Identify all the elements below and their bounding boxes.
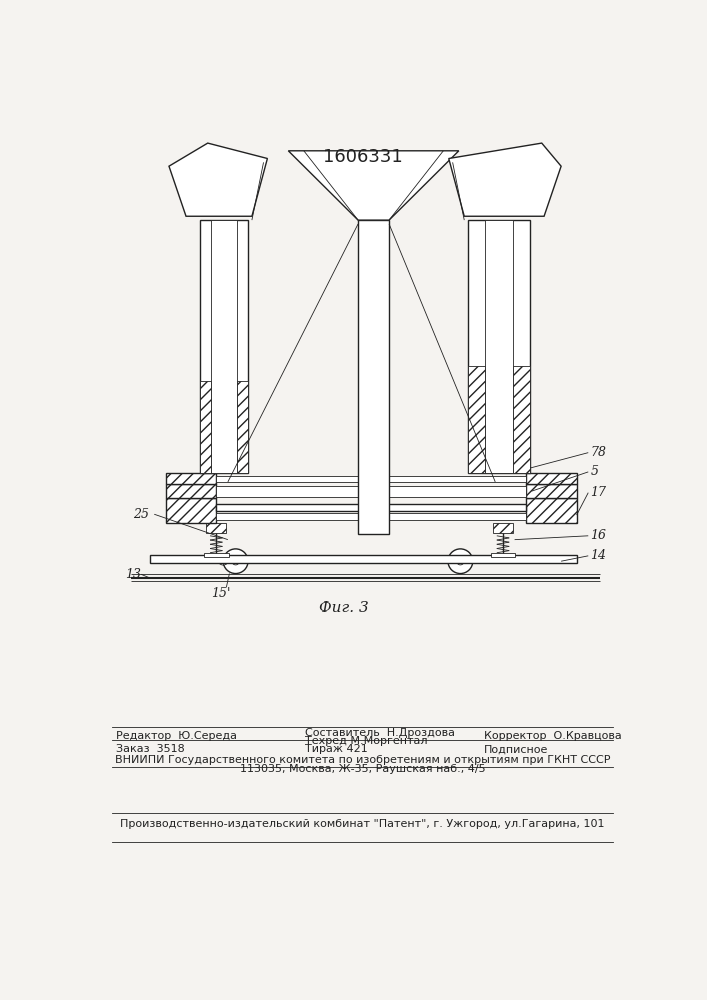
Bar [358,220,389,534]
Text: 5: 5 [590,465,599,478]
Text: Заказ  3518: Заказ 3518 [115,744,185,754]
Text: 25: 25 [134,508,149,521]
Bar [493,523,513,533]
Bar [211,220,237,473]
Bar [468,366,485,473]
Text: 1606331: 1606331 [323,148,402,166]
Text: Тираж 421: Тираж 421 [305,744,368,754]
Text: Производственно-издательский комбинат "Патент", г. Ужгород, ул.Гагарина, 101: Производственно-издательский комбинат "П… [120,819,605,829]
Text: 78: 78 [590,446,607,459]
Bar [216,504,526,511]
Bar [468,220,530,473]
Text: 15': 15' [211,587,230,600]
Bar [513,366,530,473]
Text: Подписное: Подписное [484,744,548,754]
Bar [204,553,228,557]
Bar [526,484,577,498]
Bar [200,220,248,473]
Circle shape [218,554,228,565]
Bar [206,523,226,533]
Bar [485,220,513,473]
Polygon shape [449,143,561,216]
Text: ВНИИПИ Государственного комитета по изобретениям и открытиям при ГКНТ СССР: ВНИИПИ Государственного комитета по изоб… [115,755,610,765]
Text: 16: 16 [590,529,607,542]
Bar [216,486,526,497]
Bar [166,473,216,484]
Circle shape [457,558,464,565]
Text: 14: 14 [590,549,607,562]
Text: Редактор  Ю.Середа: Редактор Ю.Середа [115,731,237,741]
Bar [200,381,211,473]
Text: Корректор  О.Кравцова: Корректор О.Кравцова [484,731,621,741]
Text: Фиг. 3: Фиг. 3 [320,601,369,615]
Bar [491,553,515,557]
Bar [526,473,577,484]
Text: 17: 17 [590,486,607,499]
Circle shape [223,549,248,574]
Bar [166,498,216,523]
Circle shape [448,549,473,574]
Text: Техред М.Моргентал: Техред М.Моргентал [305,736,428,746]
Bar [166,484,216,498]
Bar [526,498,577,523]
Text: Составитель  Н.Дроздова: Составитель Н.Дроздова [305,728,455,738]
Polygon shape [169,143,267,216]
Bar [216,476,526,482]
Polygon shape [288,151,459,220]
Text: 113035, Москва, Ж-35, Раушская наб., 4/5: 113035, Москва, Ж-35, Раушская наб., 4/5 [240,764,486,774]
Circle shape [232,558,240,565]
Text: 13: 13 [126,568,141,581]
Bar [216,513,526,520]
Bar [237,381,248,473]
Bar [151,555,577,563]
